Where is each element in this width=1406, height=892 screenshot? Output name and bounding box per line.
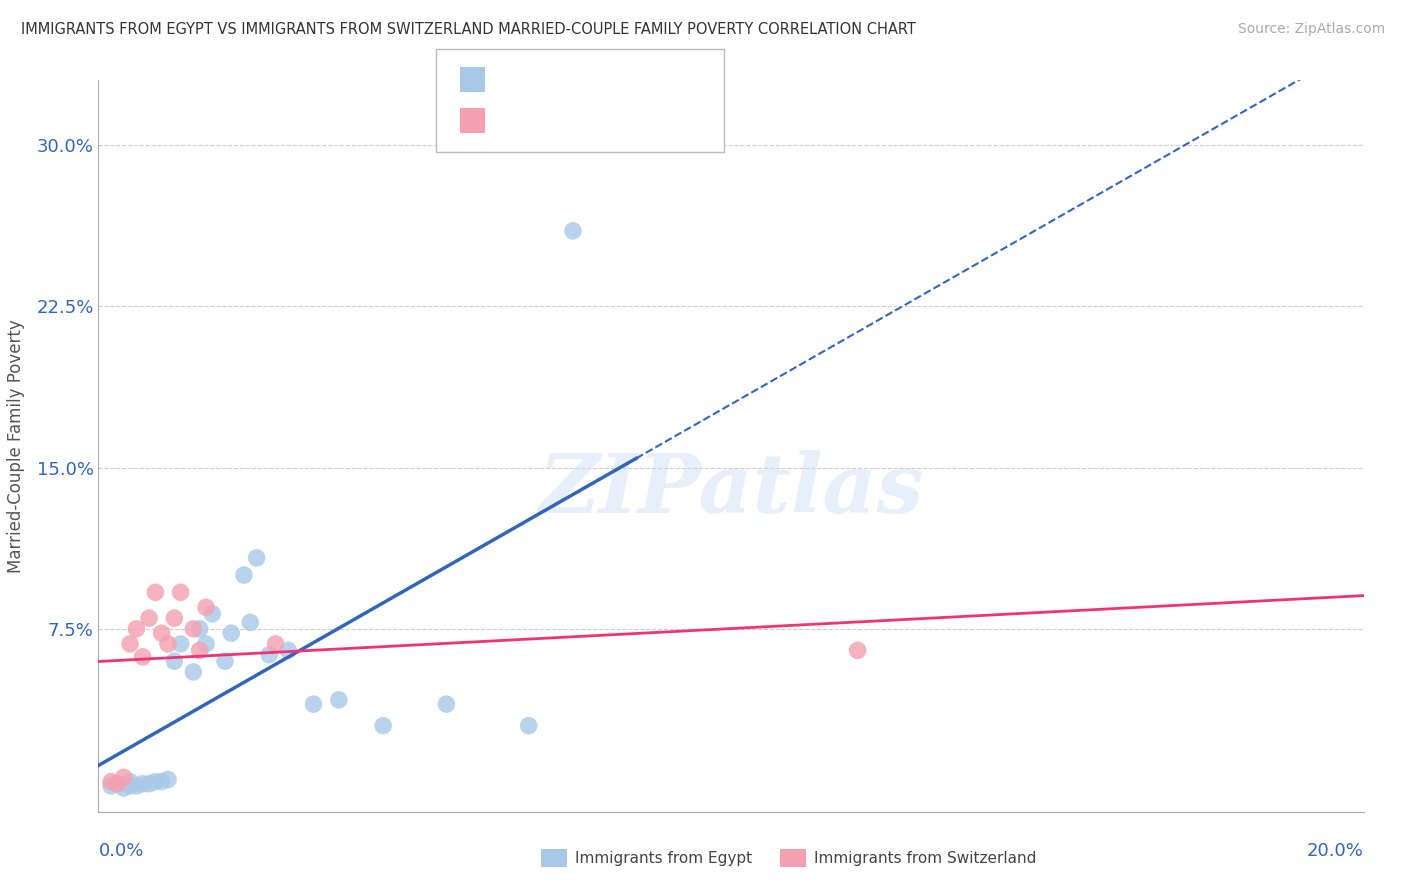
Point — [112, 780, 135, 795]
Point — [163, 654, 186, 668]
Text: Immigrants from Egypt: Immigrants from Egypt — [575, 851, 752, 865]
Text: 0.0%: 0.0% — [98, 842, 143, 860]
Point — [150, 774, 173, 789]
Point — [846, 643, 869, 657]
Point — [246, 550, 269, 565]
Text: ZIPatlas: ZIPatlas — [538, 450, 924, 530]
Point — [328, 693, 350, 707]
Point — [371, 719, 394, 733]
Point — [132, 777, 155, 791]
Point — [132, 649, 155, 664]
Point — [194, 600, 218, 615]
Point — [157, 772, 180, 787]
Text: Immigrants from Switzerland: Immigrants from Switzerland — [814, 851, 1036, 865]
Point — [120, 774, 141, 789]
Point — [169, 585, 191, 599]
Point — [125, 622, 148, 636]
Point — [100, 779, 122, 793]
Point — [107, 777, 129, 791]
Point — [169, 637, 191, 651]
Point — [112, 770, 135, 784]
Point — [194, 637, 218, 651]
Text: Source: ZipAtlas.com: Source: ZipAtlas.com — [1237, 22, 1385, 37]
Point — [145, 774, 166, 789]
Point — [201, 607, 224, 621]
Text: IMMIGRANTS FROM EGYPT VS IMMIGRANTS FROM SWITZERLAND MARRIED-COUPLE FAMILY POVER: IMMIGRANTS FROM EGYPT VS IMMIGRANTS FROM… — [21, 22, 915, 37]
Point — [163, 611, 186, 625]
Point — [183, 622, 205, 636]
Point — [561, 224, 585, 238]
Text: R = 0.414   N = 30: R = 0.414 N = 30 — [496, 70, 666, 88]
Point — [219, 626, 243, 640]
Point — [145, 585, 166, 599]
Point — [183, 665, 205, 679]
Point — [107, 777, 129, 791]
Point — [157, 637, 180, 651]
Point — [150, 626, 173, 640]
Point — [100, 774, 122, 789]
Text: 20.0%: 20.0% — [1308, 842, 1364, 860]
Point — [138, 611, 160, 625]
Point — [277, 643, 299, 657]
Point — [436, 697, 458, 711]
Point — [188, 622, 211, 636]
Point — [120, 637, 141, 651]
Y-axis label: Married-Couple Family Poverty: Married-Couple Family Poverty — [7, 319, 25, 573]
Text: R = 0.052   N = 17: R = 0.052 N = 17 — [496, 112, 666, 130]
Point — [239, 615, 262, 630]
Point — [259, 648, 281, 662]
Point — [188, 643, 211, 657]
Point — [138, 777, 160, 791]
Point — [120, 779, 141, 793]
Point — [214, 654, 236, 668]
Point — [517, 719, 540, 733]
Point — [264, 637, 287, 651]
Point — [125, 779, 148, 793]
Point — [233, 568, 256, 582]
Point — [302, 697, 325, 711]
